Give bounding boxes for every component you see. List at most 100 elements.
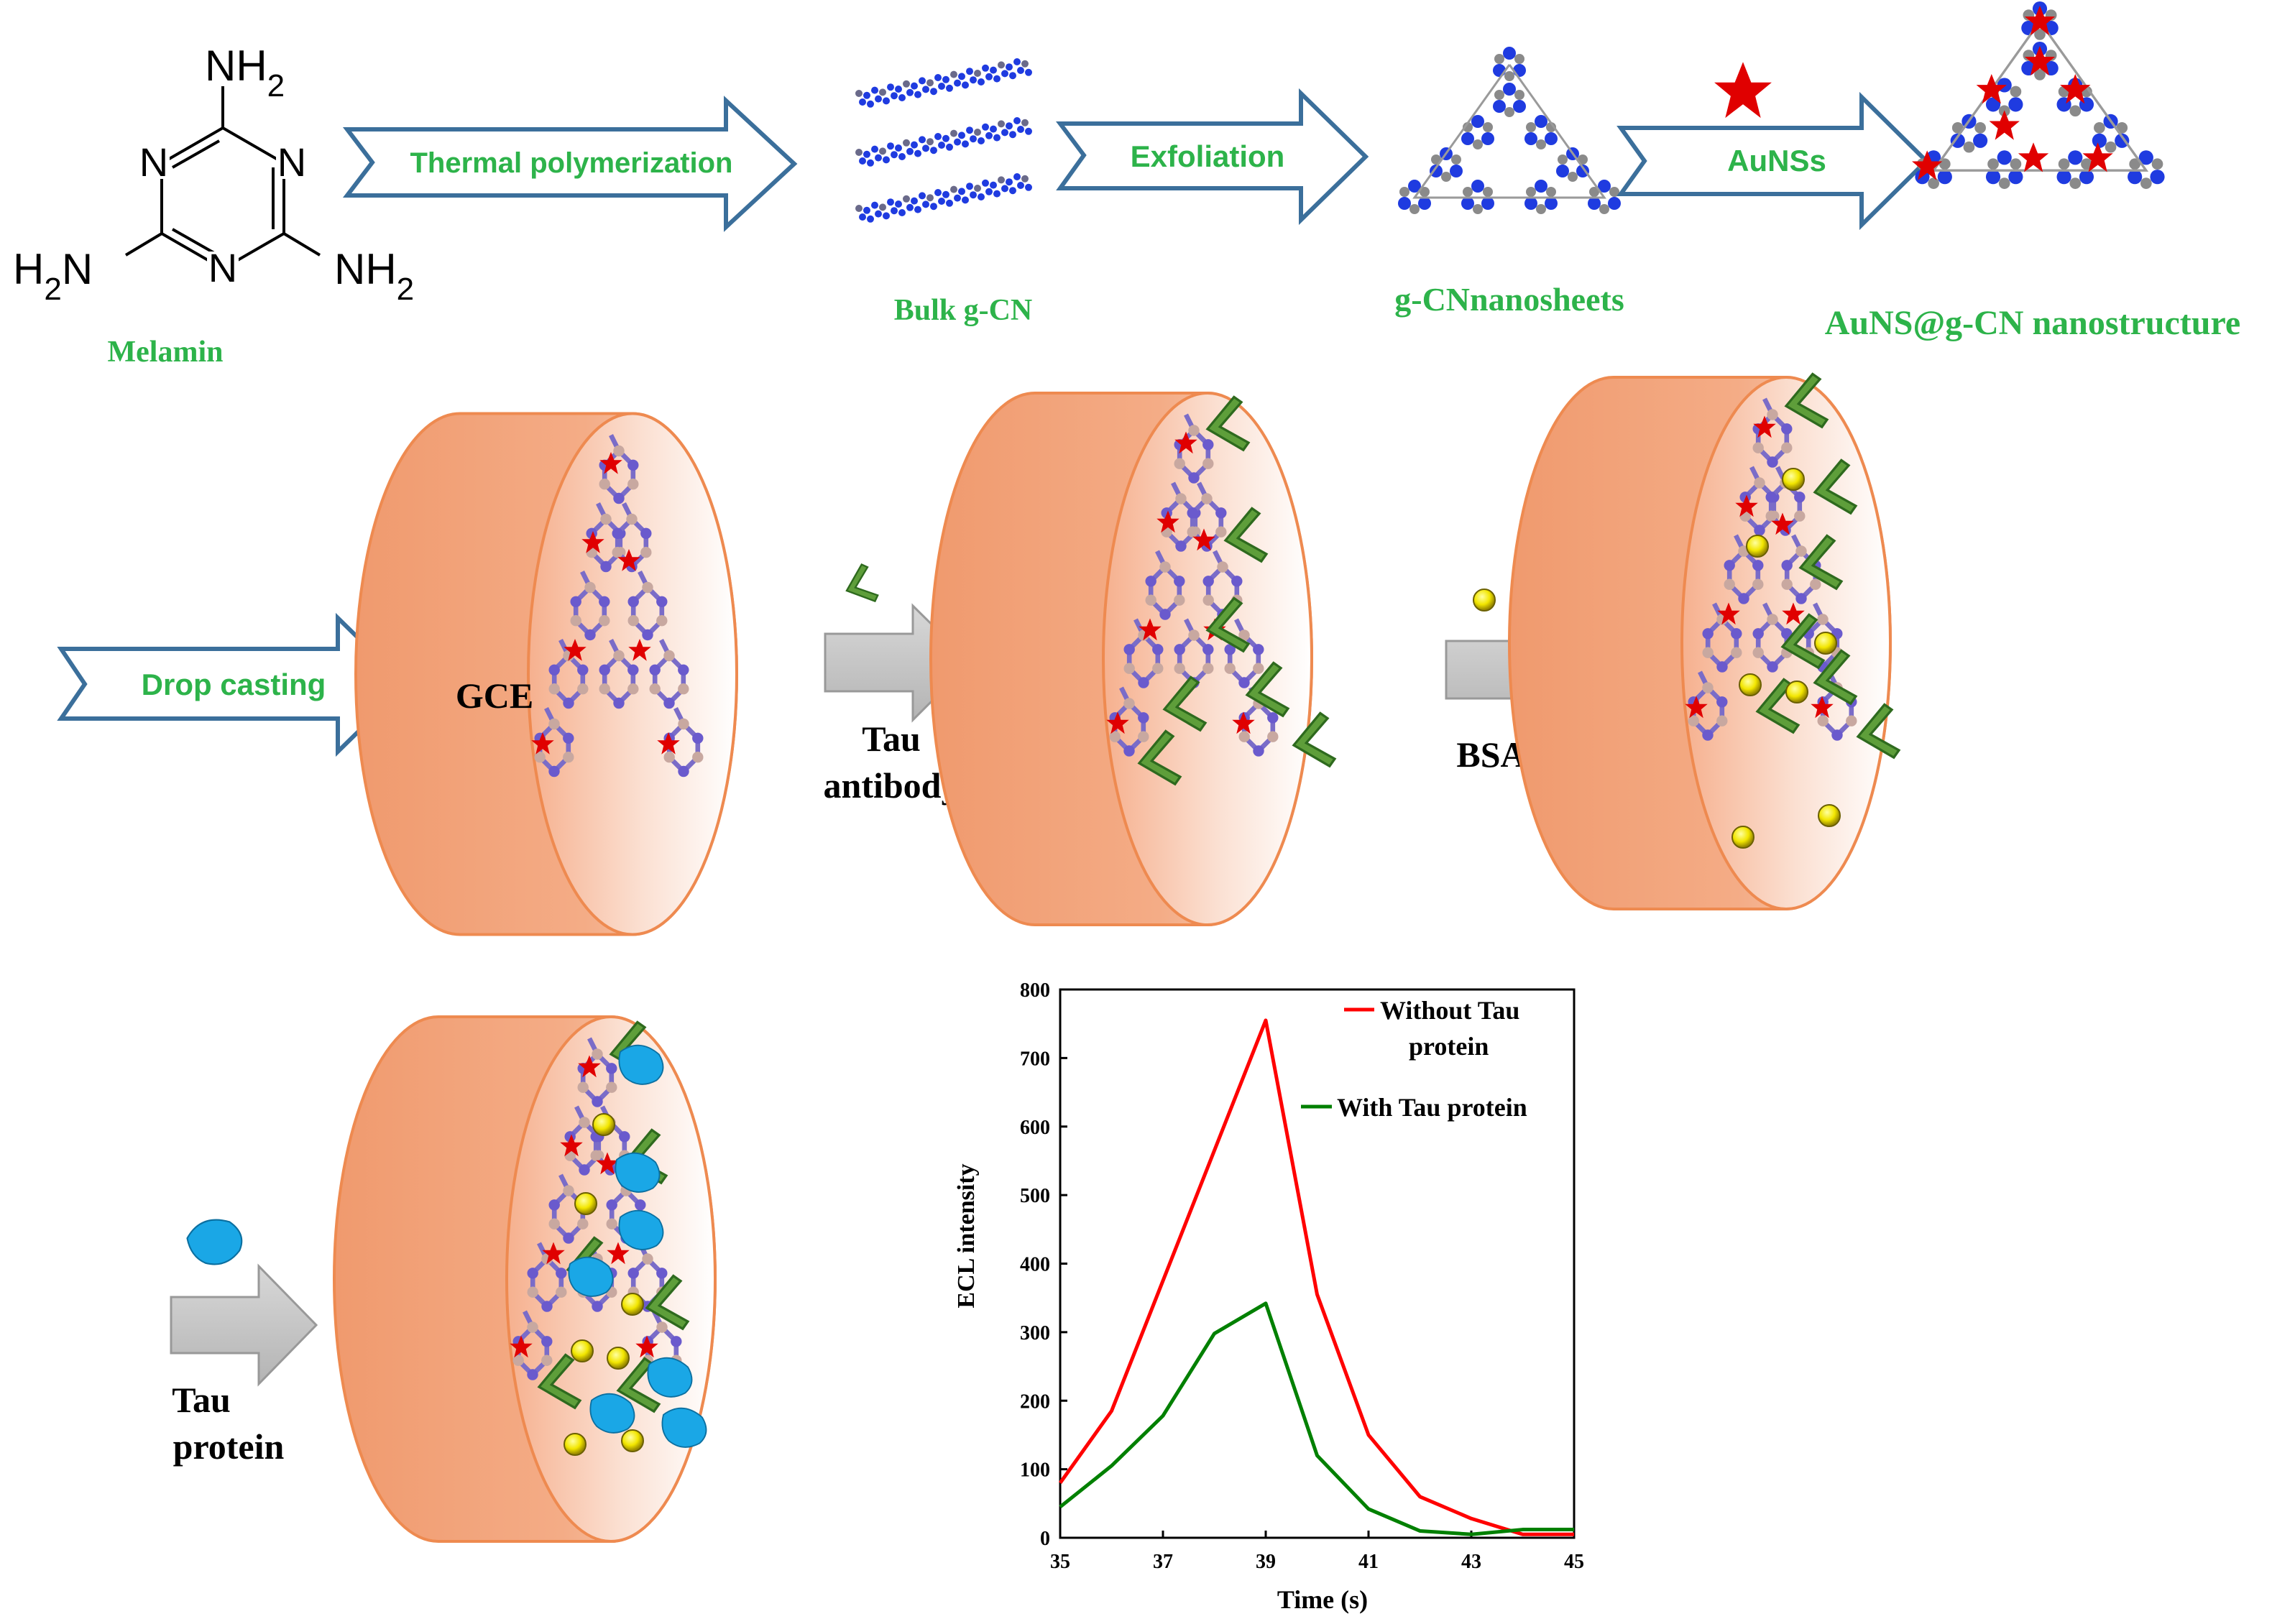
melamine-n-bottom: N	[208, 245, 237, 290]
bulk-atom	[919, 192, 926, 200]
bulk-atom	[855, 205, 863, 212]
bulk-atom	[1001, 70, 1008, 78]
bulk-atom	[871, 145, 878, 153]
bulk-atom	[982, 64, 989, 72]
bsa-gold-icon	[1731, 826, 1754, 849]
bulk-atom	[966, 126, 973, 134]
melamine-nh2-top: NH2	[205, 42, 285, 103]
bsa-gold-icon	[607, 1347, 630, 1370]
bulk-atom	[855, 90, 863, 97]
melamine-nh2-right: NH2	[334, 245, 414, 307]
y-tick-label: 0	[1040, 1528, 1050, 1550]
electrode-antibody	[929, 392, 1338, 926]
bulk-atom	[1017, 67, 1024, 74]
bulk-atom	[883, 97, 890, 105]
bulk-atom	[993, 134, 1001, 142]
bulk-atom	[974, 70, 981, 77]
bulk-atom	[875, 154, 882, 162]
bulk-atom	[898, 209, 906, 216]
bulk-atom	[1006, 178, 1013, 186]
bulk-atom	[883, 156, 890, 164]
bulk-atom	[911, 197, 918, 205]
bsa-gold-icon	[1785, 680, 1808, 703]
electrode-bsa	[1508, 372, 1902, 910]
bulk-atom	[942, 75, 949, 83]
bulk-atom	[887, 198, 894, 206]
bulk-atom	[895, 144, 902, 152]
bulk-atom	[985, 132, 993, 139]
y-tick-label: 100	[1020, 1459, 1050, 1482]
bsa-gold-icon	[564, 1433, 587, 1456]
bulk-atom	[906, 147, 914, 155]
bulk-atom	[1021, 119, 1029, 126]
legend-without-line1: Without Tau	[1380, 996, 1519, 1025]
bulk-atom	[978, 137, 985, 144]
y-tick-label: 300	[1020, 1322, 1050, 1344]
bsa-gold-icon	[1746, 535, 1769, 558]
bulk-atom	[958, 188, 965, 195]
bulk-atom	[911, 82, 918, 90]
bulk-atom	[895, 200, 902, 208]
bulk-atom	[1013, 117, 1021, 124]
bsa-gold-icon	[1782, 468, 1805, 491]
bulk-atom	[926, 79, 934, 87]
bulk-atom	[950, 70, 957, 78]
tau-antibody-label-line1: Tau	[862, 719, 921, 759]
exfoliation-label: Exfoliation	[1131, 139, 1285, 173]
bulk-atom	[879, 88, 886, 96]
bulk-atom	[966, 183, 973, 190]
bulk-atom	[958, 132, 965, 139]
bulk-atom	[898, 153, 906, 160]
tau-protein-drop-icon	[182, 1209, 249, 1274]
bulk-atom	[914, 206, 921, 213]
bulk-atom	[934, 189, 942, 196]
bsa-gold-icon	[1473, 589, 1496, 612]
gcn-nanosheet	[1398, 47, 1621, 214]
sheet-bond	[1412, 64, 1606, 199]
x-tick-label: 41	[1358, 1551, 1379, 1573]
y-tick-label: 500	[1020, 1185, 1050, 1207]
bulk-atom	[875, 210, 882, 218]
tau-antibody-label-line2: antibody	[824, 765, 960, 806]
bulk-atom	[946, 84, 953, 92]
bulk-atom	[1021, 60, 1029, 68]
y-tick-label: 400	[1020, 1254, 1050, 1276]
bulk-atom	[942, 134, 949, 142]
bulk-atom	[942, 190, 949, 198]
bulk-atom	[958, 73, 965, 80]
bulk-atom	[998, 120, 1005, 128]
bulk-atom	[863, 206, 870, 214]
x-tick-label: 35	[1050, 1551, 1070, 1573]
thermal-polymerization-label: Thermal polymerization	[410, 147, 733, 179]
bulk-atom	[970, 191, 977, 199]
aunss-label: AuNSs	[1727, 144, 1826, 177]
bulk-gcn-label: Bulk g-CN	[894, 294, 1033, 327]
bulk-atom	[990, 125, 997, 133]
tau-protein-label-line2: protein	[173, 1426, 285, 1467]
tau-protein-label-line1: Tau	[172, 1380, 231, 1420]
y-tick-label: 200	[1020, 1390, 1050, 1413]
bsa-gold-icon	[621, 1293, 644, 1316]
bulk-atom	[875, 95, 882, 103]
electrode-tau-protein	[333, 1015, 717, 1543]
bulk-atom	[1013, 173, 1021, 180]
bulk-atom	[914, 149, 921, 157]
bulk-atom	[1009, 187, 1016, 195]
bulk-atom	[914, 91, 921, 98]
bsa-gold-icon	[571, 1339, 594, 1362]
melamine-n-right: N	[277, 139, 306, 185]
bulk-atom	[883, 212, 890, 220]
gce-label: GCE	[456, 675, 533, 716]
bulk-atom	[1025, 68, 1032, 76]
bulk-atom	[962, 196, 969, 204]
bulk-atom	[938, 83, 945, 90]
thermal-polymerization-arrow: Thermal polymerization	[342, 96, 798, 232]
bulk-atom	[938, 198, 945, 205]
bulk-atom	[954, 79, 961, 87]
y-tick-label: 800	[1020, 979, 1050, 1002]
bulk-atom	[871, 201, 878, 209]
bulk-atom	[1017, 182, 1024, 189]
tau-protein-arrow: Tau protein	[170, 1209, 318, 1467]
bulk-atom	[938, 142, 945, 149]
